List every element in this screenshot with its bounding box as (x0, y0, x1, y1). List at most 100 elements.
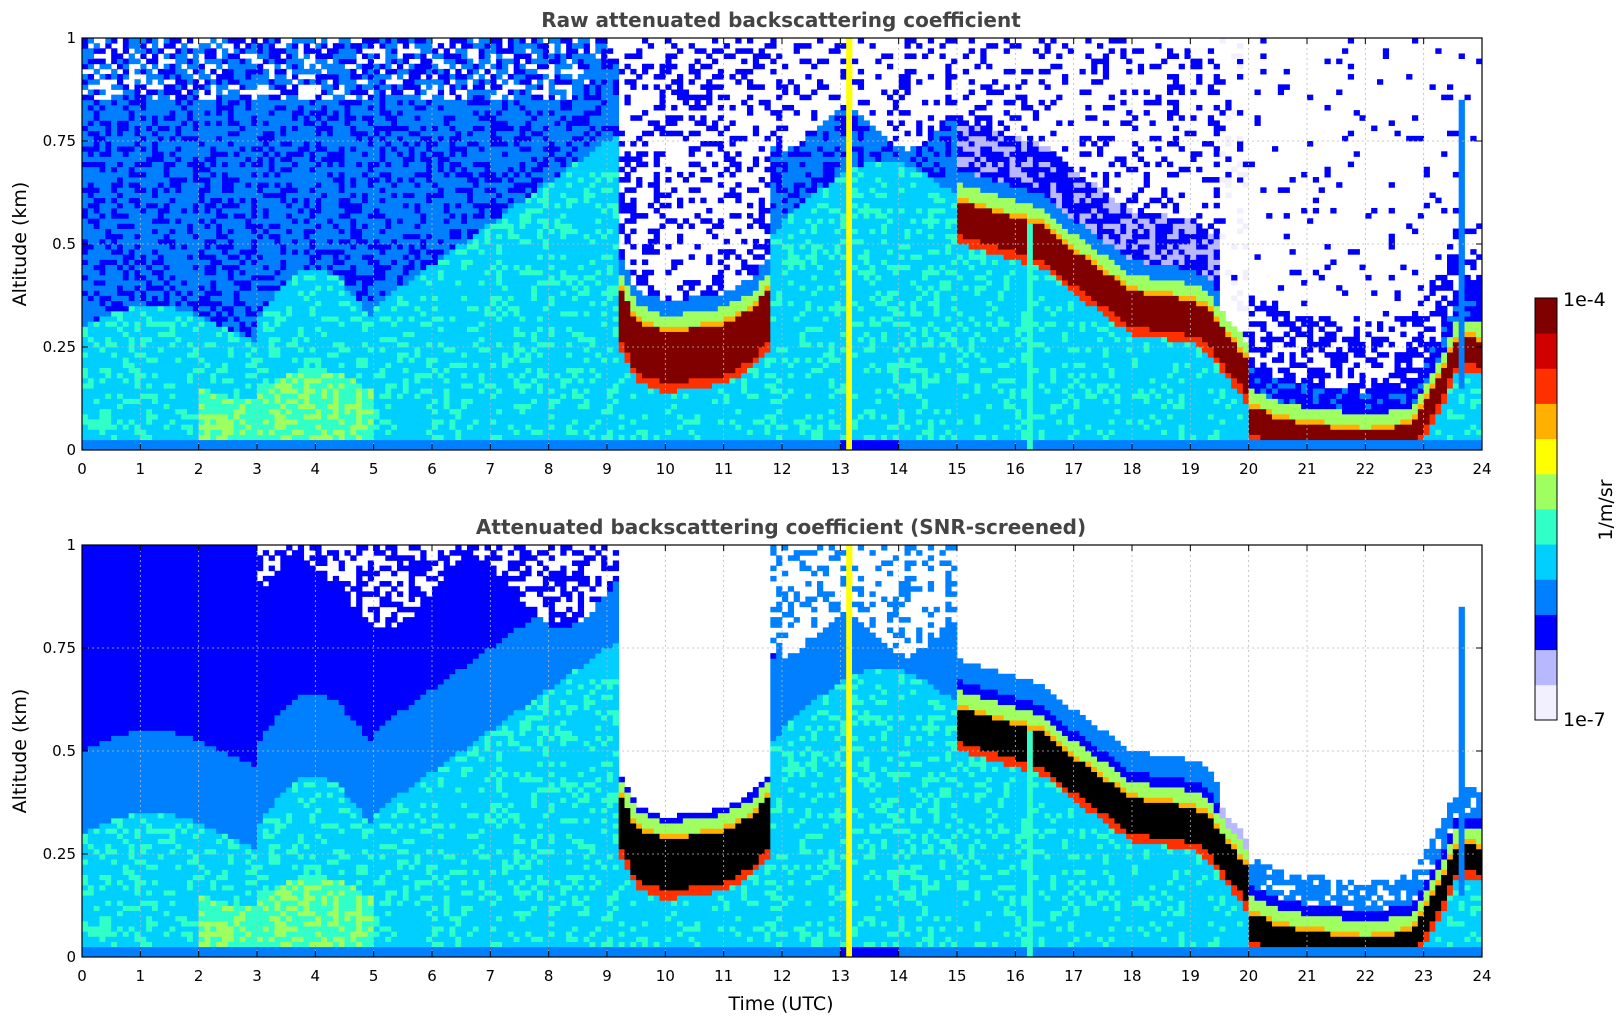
heatmap-cell (472, 213, 480, 219)
heatmap-cell (811, 326, 818, 332)
heatmap-cell (898, 305, 905, 312)
heatmap-cell (741, 280, 748, 296)
heatmap-cell (992, 151, 999, 168)
heatmap-cell (373, 439, 380, 450)
heatmap-cell (350, 115, 357, 121)
heatmap-cell (957, 254, 964, 260)
heatmap-cell (490, 316, 497, 363)
heatmap-cell (688, 254, 695, 260)
heatmap-cell (782, 249, 789, 260)
heatmap-cell (327, 280, 334, 286)
heatmap-cell (402, 352, 410, 358)
heatmap-cell (647, 393, 655, 441)
heatmap-cell (980, 48, 987, 65)
heatmap-cell (280, 125, 287, 137)
heatmap-cell (432, 310, 439, 317)
heatmap-cell (286, 305, 293, 317)
heatmap-cell (694, 161, 701, 168)
heatmap-cell (525, 120, 532, 132)
heatmap-cell (974, 280, 981, 286)
heatmap-cell (227, 38, 235, 44)
heatmap-cell (513, 434, 520, 441)
heatmap-cell (426, 408, 433, 430)
heatmap-cell (385, 408, 392, 420)
heatmap-cell (933, 326, 940, 332)
heatmap-cell (817, 79, 824, 90)
heatmap-cell (216, 238, 223, 245)
heatmap-cell (152, 393, 159, 405)
heatmap-cell (887, 161, 894, 209)
heatmap-cell (356, 63, 363, 70)
heatmap-cell (525, 372, 532, 384)
heatmap-cell (163, 383, 170, 389)
heatmap-cell (507, 89, 515, 96)
heatmap-cell (811, 223, 818, 235)
heatmap-cell (146, 326, 153, 338)
heatmap-cell (327, 171, 334, 178)
heatmap-cell (647, 295, 655, 312)
heatmap-cell (682, 419, 690, 425)
heatmap-cell (910, 218, 917, 224)
heatmap-cell (642, 429, 649, 441)
heatmap-cell (245, 341, 252, 348)
heatmap-cell (385, 182, 392, 219)
heatmap-cell (163, 321, 170, 327)
heatmap-cell (117, 74, 124, 85)
heatmap-cell (338, 269, 345, 276)
heatmap-cell (642, 259, 649, 265)
heatmap-cell (490, 182, 497, 188)
heatmap-cell (397, 156, 404, 178)
heatmap-cell (216, 439, 223, 450)
heatmap-cell (87, 120, 95, 126)
heatmap-cell (805, 331, 812, 343)
heatmap-cell (198, 177, 205, 183)
heatmap-cell (875, 74, 882, 80)
heatmap-cell (274, 336, 281, 343)
heatmap-cell (793, 146, 800, 157)
heatmap-cell (677, 223, 684, 229)
heatmap-cell (391, 94, 398, 116)
heatmap-cell (93, 316, 100, 322)
heatmap-cell (863, 120, 870, 126)
heatmap-cell (356, 274, 363, 281)
heatmap-cell (222, 372, 229, 379)
heatmap-cell (187, 357, 194, 374)
heatmap-cell (280, 393, 287, 405)
heatmap-cell (379, 192, 386, 199)
heatmap-cell (525, 274, 532, 353)
heatmap-cell (437, 372, 445, 379)
heatmap-cell (239, 151, 246, 162)
heatmap-cell (542, 182, 550, 188)
heatmap-cell (280, 166, 287, 173)
heatmap-cell (1009, 259, 1016, 265)
heatmap-cell (799, 161, 806, 168)
heatmap-cell (945, 269, 952, 276)
heatmap-cell (157, 264, 165, 271)
heatmap-cell (735, 377, 742, 410)
heatmap-cell (437, 43, 445, 49)
heatmap-cell (927, 321, 935, 327)
heatmap-cell (525, 197, 532, 204)
heatmap-cell (169, 290, 176, 307)
heatmap-cell (997, 135, 1005, 142)
heatmap-cell (729, 300, 736, 317)
heatmap-cell (542, 249, 550, 281)
heatmap-cell (455, 146, 462, 152)
heatmap-cell (122, 264, 130, 271)
heatmap-cell (647, 285, 655, 296)
heatmap-cell (805, 347, 812, 358)
heatmap-cell (916, 120, 923, 137)
heatmap-cell (904, 53, 911, 59)
heatmap-cell (449, 99, 456, 116)
heatmap-cell (111, 439, 118, 450)
heatmap-cell (665, 300, 672, 317)
heatmap-cell (222, 321, 229, 327)
heatmap-cell (962, 171, 970, 188)
heatmap-cell (502, 439, 509, 450)
heatmap-cell (589, 53, 596, 80)
heatmap-cell (262, 316, 270, 322)
heatmap-cell (245, 424, 252, 430)
heatmap-cell (910, 156, 917, 162)
heatmap-cell (822, 316, 830, 322)
heatmap-cell (776, 228, 783, 240)
